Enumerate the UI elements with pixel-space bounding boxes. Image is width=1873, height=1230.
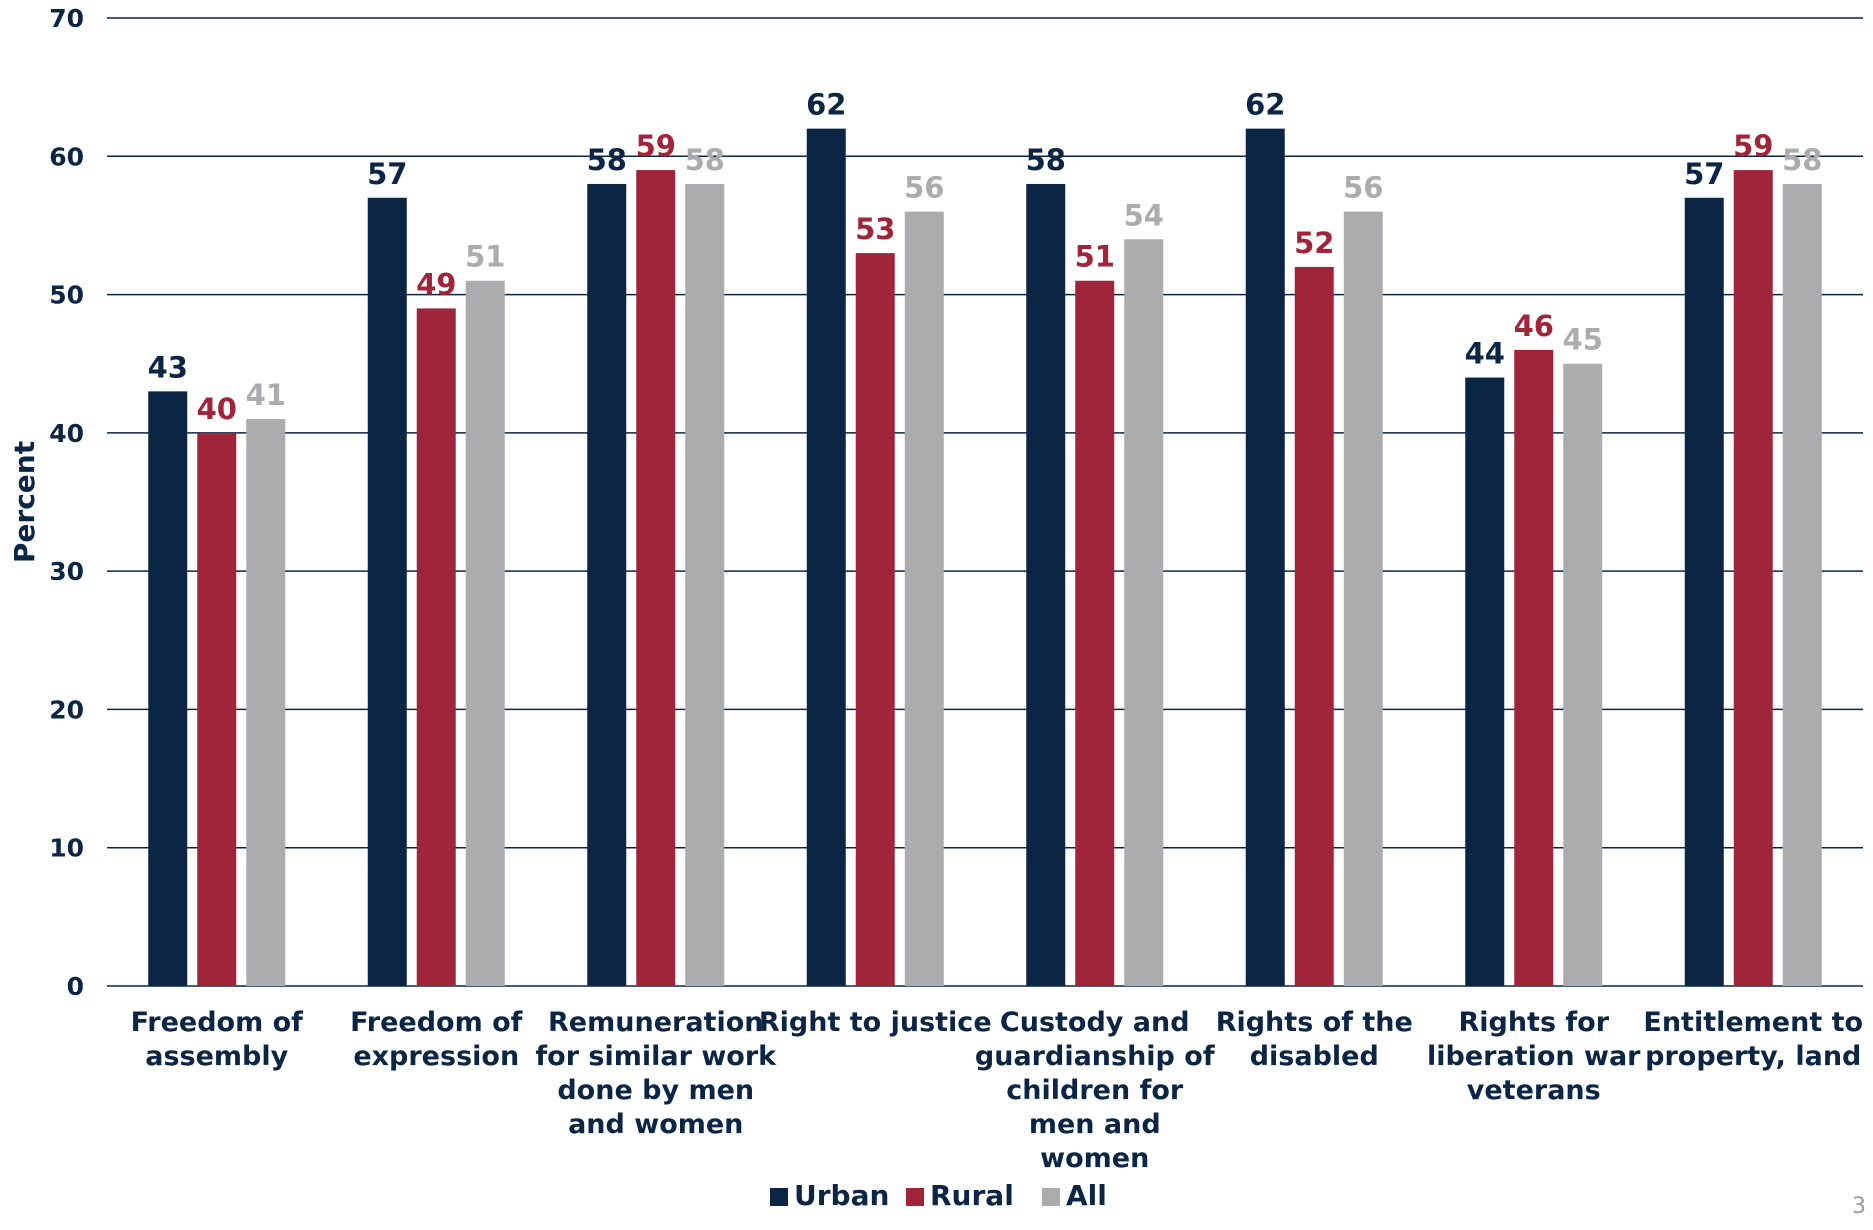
data-label: 54 xyxy=(1124,198,1164,232)
x-tick-label: Custody and guardianship of children for me… xyxy=(975,1007,1215,1174)
data-label: 45 xyxy=(1563,323,1603,357)
bar xyxy=(855,253,895,987)
x-tick-label: Freedom of assembly xyxy=(131,1007,304,1072)
data-label: 46 xyxy=(1514,309,1554,343)
data-label: 58 xyxy=(587,143,627,177)
legend-label: Rural xyxy=(930,1179,1014,1212)
x-tick-label-line: expression xyxy=(353,1041,519,1072)
bar xyxy=(1294,266,1334,986)
x-tick-label-line: Rights of the xyxy=(1216,1007,1413,1038)
x-tick-label: Right to justice xyxy=(759,1007,992,1038)
x-tick-label-line: property, land xyxy=(1645,1041,1861,1072)
bar xyxy=(1026,183,1066,986)
bars xyxy=(148,128,1822,987)
bar xyxy=(367,197,407,986)
data-label: 59 xyxy=(636,129,676,163)
y-tick-label: 70 xyxy=(49,4,84,33)
bar xyxy=(1782,183,1822,986)
bar xyxy=(1514,349,1554,986)
x-tick-label-line: and women xyxy=(568,1109,743,1140)
y-axis-label: Percent xyxy=(8,441,41,563)
y-tick-label: 20 xyxy=(49,695,84,724)
legend: Urban Rural All xyxy=(770,1179,1107,1212)
x-tick-label-line: Remuneration xyxy=(548,1007,763,1038)
data-label: 58 xyxy=(1782,143,1822,177)
x-tick-label-line: guardianship of xyxy=(975,1041,1215,1072)
x-tick-label-line: Freedom of xyxy=(350,1007,523,1038)
legend-label: Urban xyxy=(794,1179,889,1212)
x-tick-label-line: Rights for xyxy=(1458,1007,1609,1038)
bar xyxy=(1343,211,1383,987)
x-tick-label: Freedom of expression xyxy=(350,1007,523,1072)
bar xyxy=(636,170,676,987)
x-tick-label: Rights for liberation war veterans xyxy=(1427,1007,1641,1106)
legend-swatch xyxy=(906,1188,924,1206)
x-tick-label-line: Custody and xyxy=(1000,1007,1190,1038)
data-label: 51 xyxy=(465,240,505,274)
data-label: 62 xyxy=(1245,88,1285,122)
data-label: 56 xyxy=(1343,171,1383,205)
bar xyxy=(587,183,627,986)
bar xyxy=(1124,239,1164,986)
y-tick-label: 60 xyxy=(49,142,84,171)
data-label: 53 xyxy=(855,212,895,246)
x-tick-label: Remuneration for similar work done by men a… xyxy=(535,1007,777,1140)
bar xyxy=(1245,128,1285,987)
bar xyxy=(465,280,505,986)
bar xyxy=(416,308,456,986)
y-tick-label: 30 xyxy=(49,557,84,586)
x-tick-label-line: liberation war xyxy=(1427,1041,1641,1072)
data-label: 43 xyxy=(148,350,188,384)
bar xyxy=(685,183,725,986)
page-number: 3 xyxy=(1852,1194,1866,1219)
data-label: 49 xyxy=(416,267,456,301)
x-tick-label-line: children for xyxy=(1006,1075,1184,1106)
data-label: 62 xyxy=(806,88,846,122)
data-label: 57 xyxy=(367,157,407,191)
legend-swatch xyxy=(770,1188,788,1206)
data-label: 59 xyxy=(1733,129,1773,163)
y-axis-ticks: 0 10 20 30 40 50 60 70 xyxy=(49,4,84,1001)
x-tick-label-line: done by men xyxy=(557,1075,754,1106)
legend-label: All xyxy=(1066,1179,1107,1212)
x-tick-label-line: men and xyxy=(1029,1109,1161,1140)
data-label: 58 xyxy=(685,143,725,177)
bar xyxy=(246,419,286,986)
y-tick-label: 10 xyxy=(49,834,84,863)
data-label: 40 xyxy=(197,392,237,426)
bar xyxy=(1733,170,1773,987)
bar xyxy=(148,391,188,986)
x-tick-label-line: for similar work xyxy=(535,1041,777,1072)
bar xyxy=(197,432,237,986)
bar xyxy=(1075,280,1115,986)
x-tick-label-line: disabled xyxy=(1250,1041,1379,1072)
data-label: 44 xyxy=(1465,337,1505,371)
data-label: 58 xyxy=(1026,143,1066,177)
y-tick-label: 50 xyxy=(49,281,84,310)
x-tick-label: Rights of the disabled xyxy=(1216,1007,1413,1072)
data-label: 51 xyxy=(1075,240,1115,274)
y-tick-label: 40 xyxy=(49,419,84,448)
bar xyxy=(1563,363,1603,986)
x-tick-label: Entitlement to property, land xyxy=(1643,1007,1863,1072)
data-label: 41 xyxy=(246,378,286,412)
bar xyxy=(1465,377,1505,986)
y-tick-label: 0 xyxy=(67,972,84,1001)
legend-swatch xyxy=(1042,1188,1060,1206)
x-tick-label-line: Freedom of xyxy=(131,1007,304,1038)
bar xyxy=(806,128,846,987)
data-label: 52 xyxy=(1294,226,1334,260)
data-label: 57 xyxy=(1684,157,1724,191)
data-label: 56 xyxy=(904,171,944,205)
value-labels: 43 40 41 57 49 51 58 59 58 62 53 56 58 51 54 62 52 56 44 46… xyxy=(148,88,1823,426)
bar xyxy=(904,211,944,987)
x-tick-label-line: veterans xyxy=(1467,1075,1601,1106)
bar xyxy=(1684,197,1724,986)
x-tick-label-line: Right to justice xyxy=(759,1007,992,1038)
x-tick-label-line: assembly xyxy=(145,1041,288,1072)
x-tick-label-line: Entitlement to xyxy=(1643,1007,1863,1038)
x-tick-label-line: women xyxy=(1040,1143,1149,1174)
